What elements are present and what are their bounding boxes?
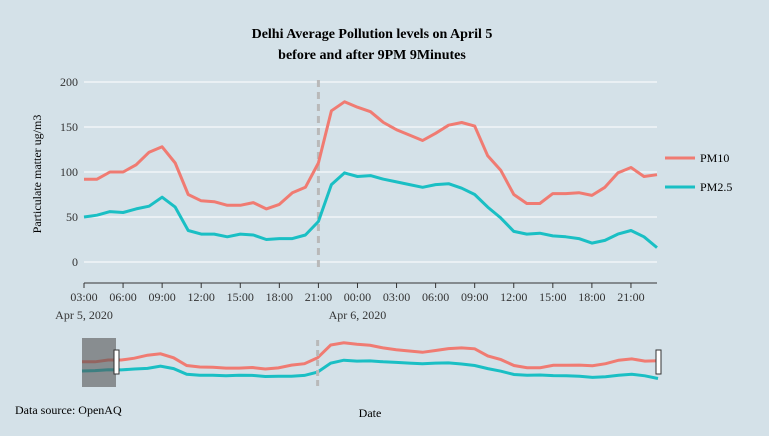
x-tick-label: 03:00 xyxy=(383,290,410,304)
x-date-label: Apr 6, 2020 xyxy=(329,308,387,322)
x-tick-label: 12:00 xyxy=(500,290,527,304)
x-axis-title: Date xyxy=(359,406,382,420)
y-axis-title: Particulate matter ug/m3 xyxy=(30,115,44,234)
x-tick-label: 15:00 xyxy=(539,290,566,304)
x-tick-label: 06:00 xyxy=(422,290,449,304)
range-navigator[interactable] xyxy=(81,338,662,387)
gridlines xyxy=(84,81,657,263)
navigator-handle-left[interactable] xyxy=(113,349,120,375)
navigator-line-pm10 xyxy=(82,341,659,371)
navigator-selection[interactable] xyxy=(82,338,116,387)
x-tick-label: 06:00 xyxy=(109,290,136,304)
navigator-handle-right[interactable] xyxy=(655,349,662,375)
chart-title-line2: before and after 9PM 9Minutes xyxy=(278,48,466,63)
y-tick-label: 0 xyxy=(72,255,78,269)
x-tick-label: 09:00 xyxy=(148,290,175,304)
x-tick-label: 15:00 xyxy=(227,290,254,304)
x-tick-label: 00:00 xyxy=(344,290,371,304)
y-tick-label: 100 xyxy=(60,165,78,179)
x-tick-label: 03:00 xyxy=(70,290,97,304)
x-tick-label: 21:00 xyxy=(617,290,644,304)
series-lines xyxy=(83,100,658,249)
legend-label: PM10 xyxy=(700,151,729,165)
series-line-pm10 xyxy=(84,100,658,211)
y-tick-label: 50 xyxy=(66,210,78,224)
x-tick-label: 18:00 xyxy=(578,290,605,304)
navigator-line-pm25 xyxy=(81,358,659,380)
x-tick-label: 12:00 xyxy=(188,290,215,304)
x-tick-label: 09:00 xyxy=(461,290,488,304)
chart-title-line1: Delhi Average Pollution levels on April … xyxy=(252,27,493,42)
y-axis: 0 50 100 150 200 xyxy=(60,75,78,269)
series-line-pm25 xyxy=(83,171,658,249)
y-tick-label: 200 xyxy=(60,75,78,89)
data-source-note: Data source: OpenAQ xyxy=(15,403,122,417)
y-tick-label: 150 xyxy=(60,120,78,134)
x-tick-label: 18:00 xyxy=(266,290,293,304)
x-axis: 03:00 06:00 09:00 12:00 15:00 18:00 21:00 00:00… xyxy=(55,282,657,322)
legend: PM10 PM2.5 xyxy=(665,151,732,194)
x-date-label: Apr 5, 2020 xyxy=(55,308,113,322)
x-tick-label: 21:00 xyxy=(305,290,332,304)
legend-label: PM2.5 xyxy=(700,180,732,194)
